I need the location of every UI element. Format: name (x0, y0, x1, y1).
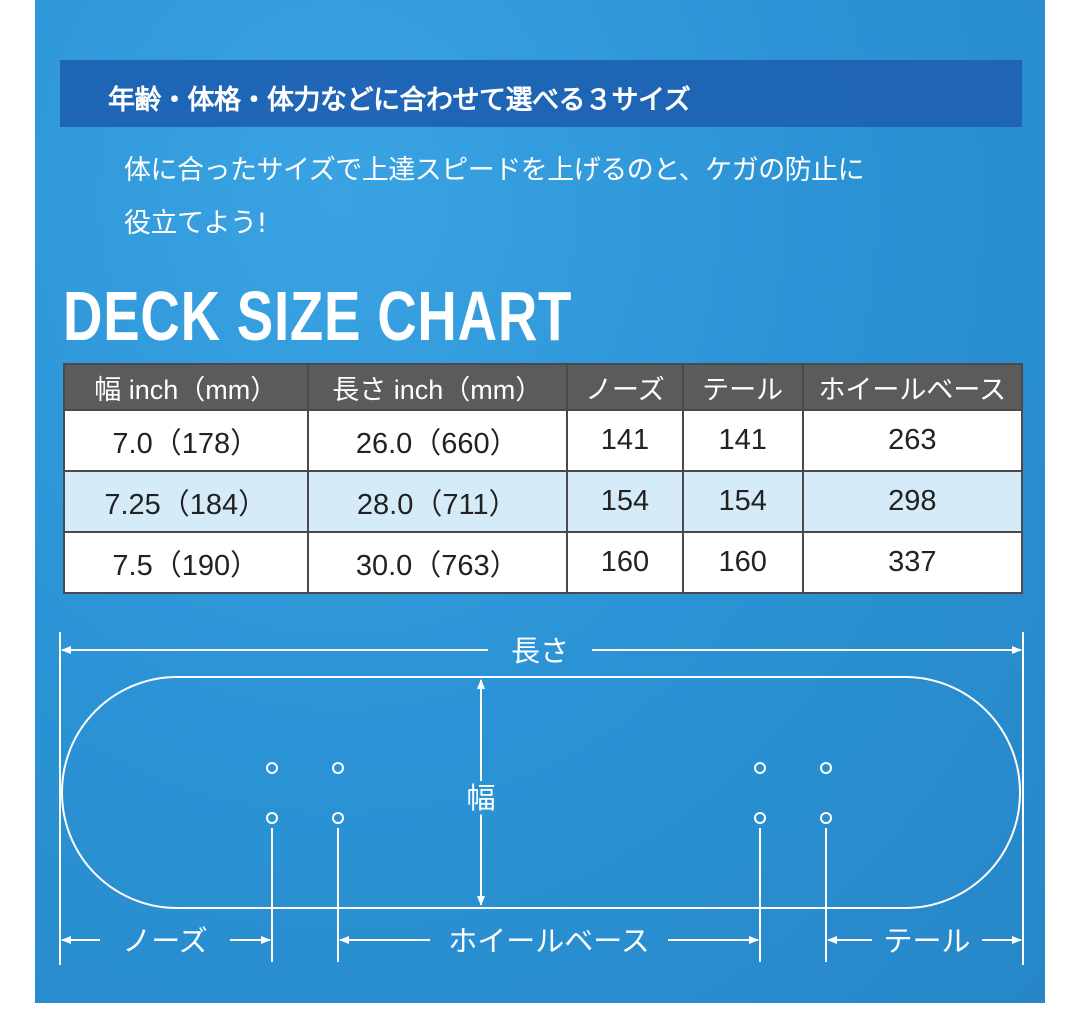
cell: 7.5（190） (63, 531, 309, 594)
cell: 160 (566, 531, 684, 594)
subtitle-line-2: 役立てよう! (124, 208, 267, 239)
cell: 263 (801, 409, 1024, 472)
table-header-row: 幅 inch（mm） 長さ inch（mm） ノーズ テール ホイールベース (63, 363, 1024, 411)
header-band (60, 60, 1022, 127)
table-row: 7.25（184） 28.0（711） 154 154 298 (63, 470, 1024, 533)
col-length: 長さ inch（mm） (306, 363, 569, 411)
deck-outline (61, 676, 1021, 909)
truck-hole (754, 812, 766, 824)
table-row: 7.0（178） 26.0（660） 141 141 263 (63, 409, 1024, 472)
truck-hole (266, 812, 278, 824)
cell: 337 (801, 531, 1024, 594)
truck-hole (332, 812, 344, 824)
cell: 141 (566, 409, 684, 472)
wheelbase-label: ホイールベース (448, 924, 650, 958)
truck-hole (266, 762, 278, 774)
truck-hole (754, 762, 766, 774)
length-label: 長さ (511, 634, 569, 668)
col-wheelbase: ホイールベース (801, 363, 1024, 411)
cell: 141 (681, 409, 804, 472)
truck-hole (820, 812, 832, 824)
cell: 154 (566, 470, 684, 533)
chart-title: DECK SIZE CHART (63, 277, 573, 355)
cell: 28.0（711） (306, 470, 569, 533)
cell: 30.0（763） (306, 531, 569, 594)
col-nose: ノーズ (566, 363, 684, 411)
cell: 154 (681, 470, 804, 533)
nose-label: ノーズ (122, 924, 208, 958)
tail-label: テール (883, 924, 970, 958)
cell: 298 (801, 470, 1024, 533)
size-table: 幅 inch（mm） 長さ inch（mm） ノーズ テール ホイールベース 7… (63, 363, 1024, 594)
cell: 7.0（178） (63, 409, 309, 472)
col-tail: テール (681, 363, 804, 411)
header-title: 年齢・体格・体力などに合わせて選べる３サイズ (108, 85, 691, 116)
subtitle-line-1: 体に合ったサイズで上達スピードを上げるのと、ケガの防止に (124, 155, 865, 186)
col-width: 幅 inch（mm） (63, 363, 309, 411)
cell: 160 (681, 531, 804, 594)
truck-hole (332, 762, 344, 774)
cell: 7.25（184） (63, 470, 309, 533)
cell: 26.0（660） (306, 409, 569, 472)
table-row: 7.5（190） 30.0（763） 160 160 337 (63, 531, 1024, 594)
width-label: 幅 (466, 781, 495, 815)
truck-hole (820, 762, 832, 774)
